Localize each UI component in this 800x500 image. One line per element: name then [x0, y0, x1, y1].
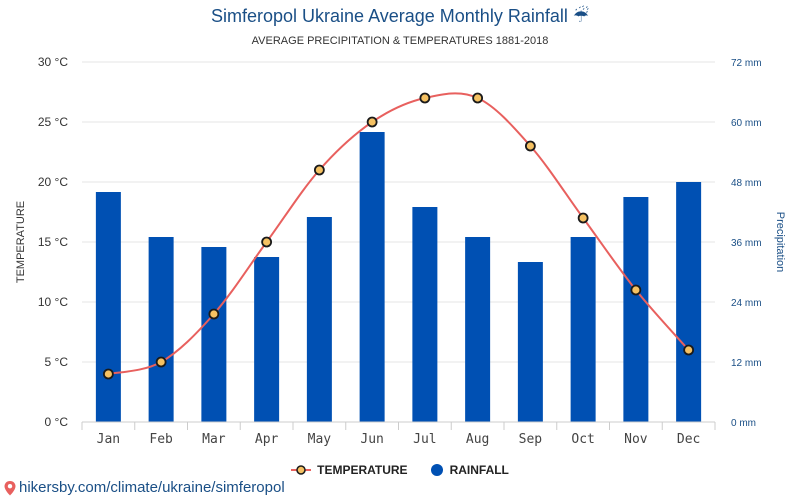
left-axis-tick-label: 0 °C — [45, 415, 69, 429]
x-axis-tick-label: Nov — [624, 432, 648, 447]
right-axis-tick-label: 24 mm — [731, 298, 762, 309]
temperature-point[interactable] — [472, 92, 484, 104]
source-link[interactable]: hikersby.com/climate/ukraine/simferopol — [4, 479, 285, 496]
right-axis-tick-label: 0 mm — [731, 418, 756, 429]
left-axis-tick-label: 10 °C — [38, 295, 68, 309]
temperature-point[interactable] — [313, 164, 325, 176]
temperature-line — [102, 92, 695, 380]
grid-lines — [82, 61, 715, 423]
rainfall-bar[interactable] — [623, 197, 649, 422]
source-link-text: hikersby.com/climate/ukraine/simferopol — [19, 479, 285, 496]
right-axis-tick-label: 48 mm — [731, 178, 762, 189]
x-axis-tick-label: Oct — [571, 432, 594, 447]
temperature-point[interactable] — [577, 212, 589, 224]
legend-item-temperature[interactable]: TEMPERATURE — [291, 463, 408, 477]
x-axis-tick-label: Sep — [519, 432, 543, 447]
rainfall-bar[interactable] — [148, 237, 174, 422]
left-axis-tick-label: 5 °C — [45, 355, 69, 369]
map-pin-icon — [4, 480, 16, 495]
chart-axes: 0 °C 5 °C 10 °C 15 °C 20 °C 25 °C 30 °C 0 mm 12 … — [38, 55, 762, 447]
rainfall-bar[interactable] — [465, 237, 491, 422]
temperature-point[interactable] — [366, 116, 378, 128]
left-axis-title: TEMPERATURE — [15, 201, 27, 283]
rainfall-bar[interactable] — [517, 262, 543, 422]
x-axis-tick-label: Jun — [360, 432, 383, 447]
temperature-point[interactable] — [208, 308, 220, 320]
right-axis-tick-label: 72 mm — [731, 58, 762, 69]
temperature-point[interactable] — [683, 344, 695, 356]
legend-item-rainfall[interactable]: RAINFALL — [430, 463, 509, 477]
left-axis-tick-label: 20 °C — [38, 175, 68, 189]
chart-title: Simferopol Ukraine Average Monthly Rainf… — [211, 6, 589, 26]
x-axis-tick-label: Dec — [677, 432, 700, 447]
temperature-legend-icon — [291, 465, 312, 475]
right-axis-tick-label: 36 mm — [731, 238, 762, 249]
right-axis-tick-label: 60 mm — [731, 118, 762, 129]
temperature-point[interactable] — [524, 140, 536, 152]
temperature-point[interactable] — [630, 284, 642, 296]
rainfall-bar[interactable] — [201, 247, 227, 422]
x-axis-tick-label: Mar — [202, 432, 226, 447]
left-axis-tick-label: 25 °C — [38, 115, 68, 129]
temperature-point[interactable] — [102, 368, 114, 380]
temperature-point[interactable] — [419, 92, 431, 104]
rainfall-bar[interactable] — [570, 237, 596, 422]
chart-subtitle: AVERAGE PRECIPITATION & TEMPERATURES 188… — [251, 35, 549, 47]
legend-label-temperature: TEMPERATURE — [317, 463, 408, 477]
x-axis-tick-label: Aug — [466, 432, 489, 447]
rainfall-bar[interactable] — [95, 192, 121, 422]
temperature-line-path — [108, 92, 690, 375]
rainfall-bar[interactable] — [412, 207, 438, 422]
right-axis-title: Precipitation — [774, 212, 786, 273]
rainfall-bar[interactable] — [254, 257, 280, 422]
chart-legend: TEMPERATURE RAINFALL — [0, 463, 800, 477]
x-axis-tick-label: Apr — [255, 432, 279, 447]
x-axis-tick-label: Feb — [149, 432, 173, 447]
x-axis-tick-label: Jul — [413, 432, 436, 447]
rainfall-bar[interactable] — [306, 217, 332, 422]
rainfall-legend-icon — [430, 464, 443, 476]
legend-label-rainfall: RAINFALL — [449, 463, 509, 477]
left-axis-tick-label: 30 °C — [38, 55, 68, 69]
rainfall-bar[interactable] — [359, 132, 385, 422]
right-axis-tick-label: 12 mm — [731, 358, 762, 369]
rainfall-bar[interactable] — [676, 182, 702, 422]
x-axis-tick-label: May — [308, 432, 332, 447]
temperature-point[interactable] — [261, 236, 273, 248]
rainfall-bars — [95, 132, 702, 422]
left-axis-tick-label: 15 °C — [38, 235, 68, 249]
x-axis-tick-label: Jan — [97, 432, 120, 447]
temperature-point[interactable] — [155, 356, 167, 368]
